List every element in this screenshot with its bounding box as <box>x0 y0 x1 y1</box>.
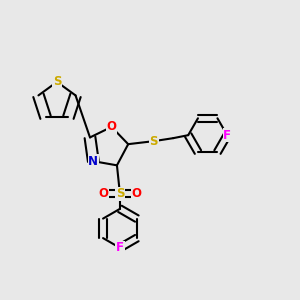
Text: O: O <box>131 187 141 200</box>
Text: O: O <box>106 120 116 134</box>
Text: F: F <box>116 241 124 254</box>
Text: F: F <box>223 129 231 142</box>
Text: O: O <box>98 187 108 200</box>
Text: S: S <box>53 75 61 88</box>
Text: N: N <box>88 155 98 168</box>
Text: S: S <box>116 187 124 200</box>
Text: S: S <box>149 135 158 148</box>
